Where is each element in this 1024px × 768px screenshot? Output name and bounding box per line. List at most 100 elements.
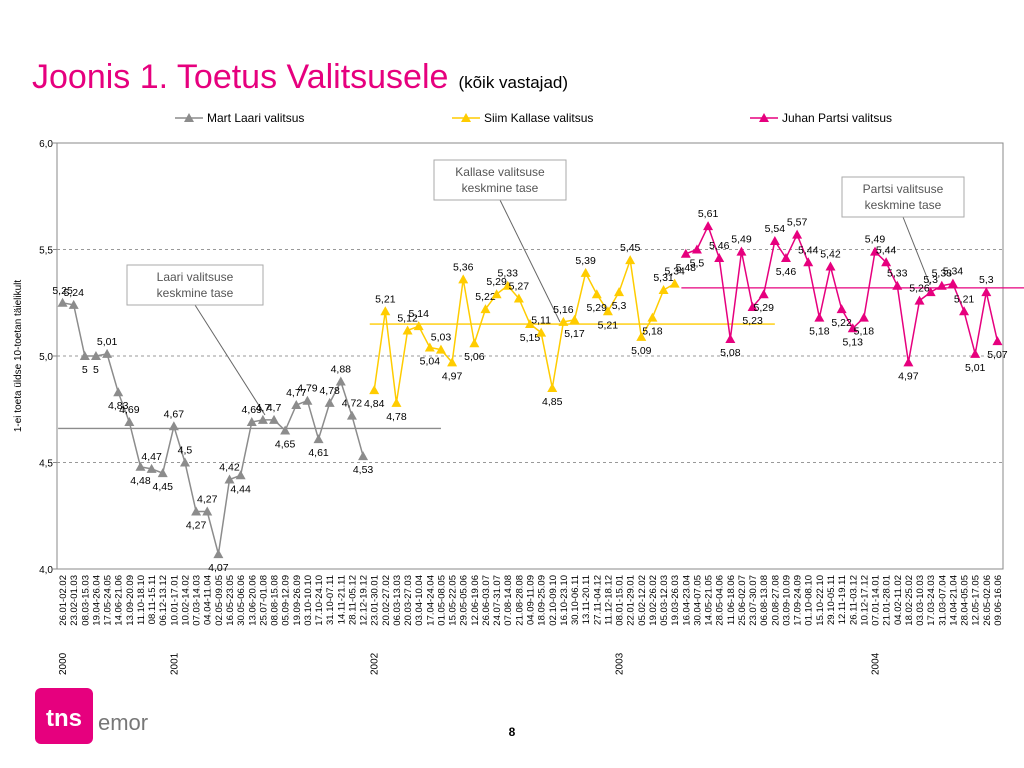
marker xyxy=(914,295,925,305)
marker xyxy=(625,255,636,265)
marker xyxy=(302,395,313,405)
marker xyxy=(836,304,847,314)
marker xyxy=(658,284,669,294)
marker xyxy=(580,267,591,277)
data-label: 5,21 xyxy=(954,293,975,305)
x-tick-label: 07.08-14.08 xyxy=(503,575,514,626)
data-label: 5,44 xyxy=(876,244,897,256)
marker xyxy=(179,457,190,467)
marker xyxy=(402,325,413,335)
marker xyxy=(280,425,291,435)
x-tick-label: 07.03-14.03 xyxy=(192,575,203,626)
marker xyxy=(313,434,324,444)
marker xyxy=(124,417,135,427)
legend-marker xyxy=(759,113,769,122)
data-label: 5,04 xyxy=(420,355,441,367)
data-label: 4,07 xyxy=(208,562,229,574)
marker xyxy=(703,221,714,231)
callout-line: keskmine tase xyxy=(157,286,234,300)
data-label: 4,27 xyxy=(186,519,207,531)
marker xyxy=(157,468,168,478)
x-tick-label: 19.02-26.02 xyxy=(648,575,659,626)
data-label: 4,27 xyxy=(197,493,218,505)
marker xyxy=(324,397,335,407)
data-label: 5,44 xyxy=(798,244,819,256)
data-label: 4,61 xyxy=(308,447,329,459)
data-label: 5,42 xyxy=(820,249,841,261)
data-label: 4,88 xyxy=(331,364,352,376)
x-tick-label: 06.12-13.12 xyxy=(158,575,169,626)
marker xyxy=(380,306,391,316)
data-label: 5,08 xyxy=(720,347,741,359)
marker xyxy=(614,287,625,297)
data-label: 5,29 xyxy=(753,302,774,314)
x-tick-label: 22.01-29.01 xyxy=(626,575,637,626)
x-tick-label: 21.01-28.01 xyxy=(882,575,893,626)
data-label: 5,13 xyxy=(843,336,864,348)
data-label: 5,25 xyxy=(52,285,73,297)
x-tick-label: 20.02-27.02 xyxy=(381,575,392,626)
x-tick-label: 05.03-12.03 xyxy=(659,575,670,626)
marker xyxy=(191,506,202,516)
x-tick-label: 25.06-02.07 xyxy=(737,575,748,626)
x-tick-label: 13.09-20.09 xyxy=(125,575,136,626)
data-label: 5,09 xyxy=(631,345,652,357)
marker xyxy=(881,257,892,267)
x-tick-label: 09.06-16.06 xyxy=(993,575,1004,626)
data-label: 5,18 xyxy=(642,326,663,338)
series-line xyxy=(62,302,364,555)
callout-box xyxy=(433,159,567,201)
x-tick-label: 03.10-10.10 xyxy=(303,575,314,626)
data-label: 5,12 xyxy=(397,312,418,324)
y-tick-label: 4,0 xyxy=(39,565,53,576)
marker xyxy=(447,357,458,367)
data-label: 5,16 xyxy=(553,304,574,316)
marker xyxy=(369,385,380,395)
year-label: 2003 xyxy=(615,652,626,675)
callout-leader xyxy=(499,199,561,323)
data-label: 4,79 xyxy=(297,383,318,395)
marker xyxy=(970,348,981,358)
marker xyxy=(491,289,502,299)
x-tick-label: 17.09-24.09 xyxy=(793,575,804,626)
x-tick-label: 16.10-23.10 xyxy=(559,575,570,626)
data-label: 5 xyxy=(82,364,88,376)
data-label: 5,17 xyxy=(564,328,585,340)
marker xyxy=(224,474,235,484)
x-tick-label: 21.08-28.08 xyxy=(514,575,525,626)
x-tick-label: 27.11-04.12 xyxy=(592,575,603,625)
year-label: 2004 xyxy=(871,652,882,675)
callout-line: keskmine tase xyxy=(462,181,539,195)
data-label: 4,53 xyxy=(353,464,374,476)
data-label: 5,22 xyxy=(475,291,496,303)
x-tick-label: 12.06-19.06 xyxy=(470,575,481,626)
x-tick-label: 17.04-24.04 xyxy=(425,575,436,626)
data-label: 5,61 xyxy=(698,208,719,220)
x-tick-label: 15.05-22.05 xyxy=(448,575,459,626)
x-tick-label: 17.05-24.05 xyxy=(103,575,114,626)
year-label: 2001 xyxy=(169,652,180,675)
y-tick-label: 6,0 xyxy=(39,139,53,150)
x-tick-label: 12.12-19.12 xyxy=(359,575,370,626)
data-label: 5 xyxy=(93,364,99,376)
callout-text: Laari valitsuse keskmine tase xyxy=(157,270,234,300)
data-label: 5,03 xyxy=(431,332,452,344)
marker xyxy=(936,280,947,290)
x-tick-label: 11.10-18.10 xyxy=(136,575,147,625)
data-label: 4,42 xyxy=(219,462,240,474)
x-tick-label: 11.12-18.12 xyxy=(603,575,614,625)
marker xyxy=(747,302,758,312)
x-tick-label: 02.10-09.10 xyxy=(548,575,559,626)
marker xyxy=(602,306,613,316)
marker xyxy=(413,321,424,331)
x-tick-label: 13.06-20.06 xyxy=(247,575,258,626)
data-label: 5,23 xyxy=(742,315,763,327)
marker xyxy=(947,278,958,288)
callout-text: Partsi valitsuse keskmine tase xyxy=(863,182,944,212)
x-tick-label: 23.01-30.01 xyxy=(370,575,381,626)
callout-line: Laari valitsuse xyxy=(157,270,234,284)
marker xyxy=(168,421,179,431)
x-tick-label: 26.11-03.12 xyxy=(848,575,859,625)
marker xyxy=(792,229,803,239)
